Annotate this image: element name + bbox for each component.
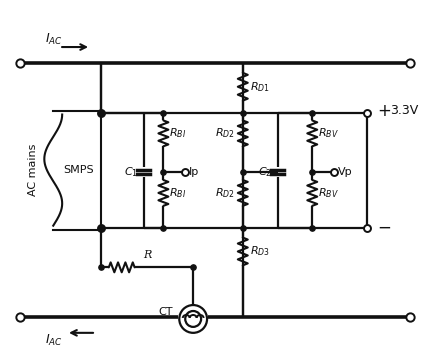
Text: AC mains: AC mains	[28, 144, 38, 196]
Text: −: −	[377, 219, 390, 237]
Text: Ip: Ip	[189, 167, 200, 177]
Text: 3.3V: 3.3V	[390, 104, 418, 117]
Text: SMPS: SMPS	[64, 165, 94, 175]
Text: $R_{D2}$: $R_{D2}$	[215, 126, 235, 140]
Text: $R_{D1}$: $R_{D1}$	[250, 80, 270, 94]
Text: $I_{AC}$: $I_{AC}$	[45, 333, 63, 348]
Text: Vp: Vp	[338, 167, 353, 177]
Text: $R_{BV}$: $R_{BV}$	[318, 126, 339, 140]
Text: R: R	[143, 250, 151, 260]
Text: $R_{BI}$: $R_{BI}$	[169, 126, 187, 140]
Text: CT: CT	[159, 307, 173, 317]
Text: $R_{BV}$: $R_{BV}$	[318, 186, 339, 200]
Text: $C_1$: $C_1$	[123, 165, 138, 179]
Text: $R_{BI}$: $R_{BI}$	[169, 186, 187, 200]
Text: +: +	[377, 102, 390, 119]
Text: $R_{D2}$: $R_{D2}$	[215, 186, 235, 200]
Text: $I_{AC}$: $I_{AC}$	[45, 32, 63, 47]
Text: $R_{D3}$: $R_{D3}$	[250, 245, 270, 258]
Text: $C_2$: $C_2$	[258, 165, 272, 179]
